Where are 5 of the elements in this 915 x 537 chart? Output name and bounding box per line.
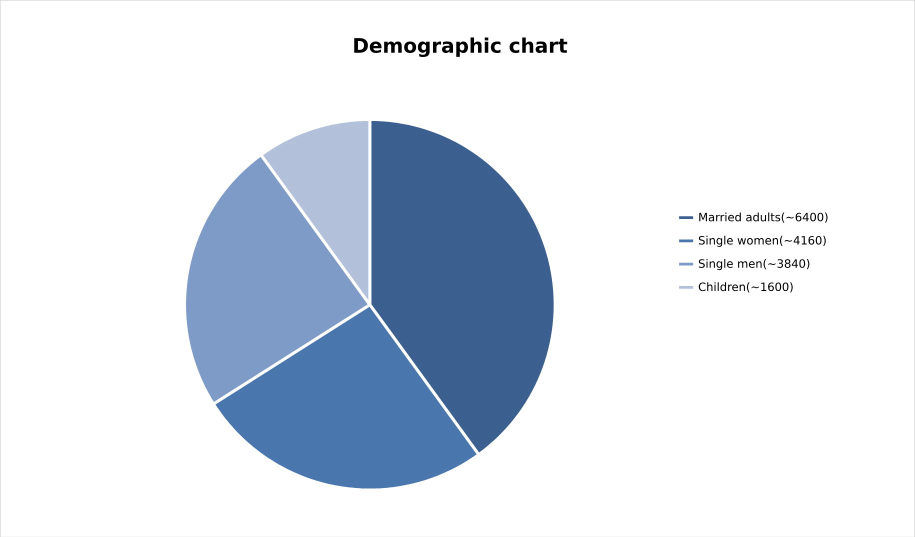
legend-label: Single men(~3840) xyxy=(698,258,810,270)
legend-label: Single women(~4160) xyxy=(698,236,826,247)
chart-title: Demographic chart xyxy=(354,37,568,57)
legend-label: Children(~1600) xyxy=(698,282,793,292)
legend-label: Married adults(~6400) xyxy=(699,212,828,223)
